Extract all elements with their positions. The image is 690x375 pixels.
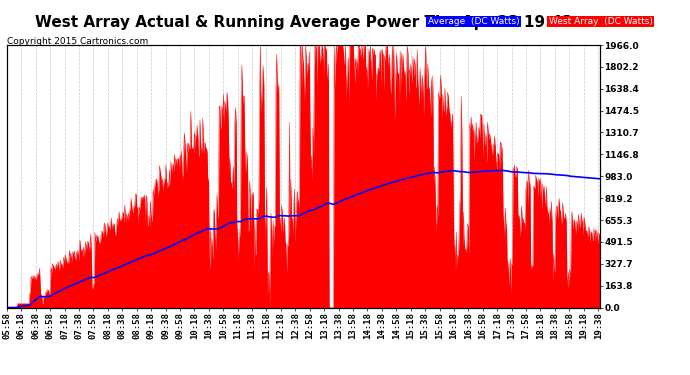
Text: West Array Actual & Running Average Power Thu Apr 23 19:43: West Array Actual & Running Average Powe… [34, 15, 573, 30]
Text: West Array  (DC Watts): West Array (DC Watts) [549, 17, 653, 26]
Text: Copyright 2015 Cartronics.com: Copyright 2015 Cartronics.com [7, 38, 148, 46]
Text: Average  (DC Watts): Average (DC Watts) [428, 17, 520, 26]
